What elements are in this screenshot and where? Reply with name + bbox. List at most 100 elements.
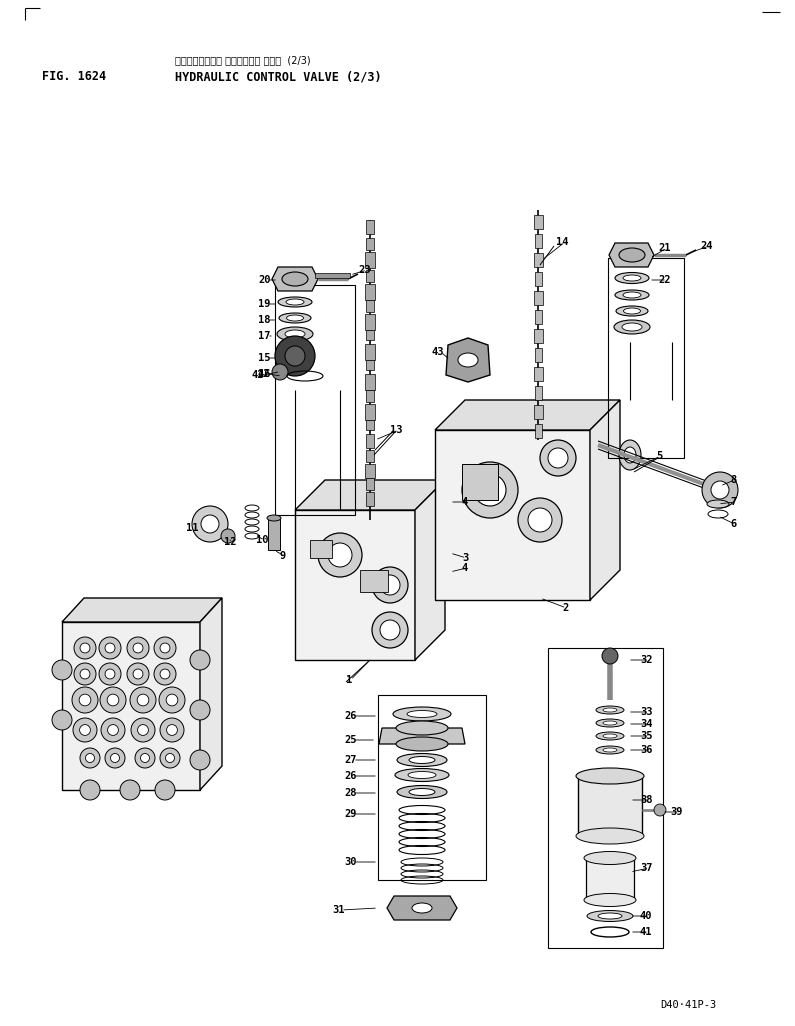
Text: 33: 33 [640, 707, 653, 717]
Text: 14: 14 [556, 237, 568, 247]
Bar [366, 420, 374, 430]
Circle shape [101, 718, 125, 742]
Polygon shape [295, 510, 415, 660]
Bar [275, 285, 355, 515]
Bar [365, 252, 375, 268]
Bar [534, 215, 543, 229]
Polygon shape [62, 598, 222, 622]
Bar [366, 492, 374, 506]
Circle shape [52, 660, 72, 680]
Circle shape [190, 700, 210, 720]
Text: 26: 26 [344, 771, 356, 781]
Bar [548, 648, 663, 948]
Bar [365, 344, 375, 360]
Polygon shape [446, 338, 490, 382]
Bar [366, 238, 374, 250]
Circle shape [154, 637, 176, 659]
Ellipse shape [619, 248, 645, 262]
Circle shape [127, 637, 149, 659]
Text: 30: 30 [344, 857, 356, 867]
Text: 24: 24 [700, 241, 712, 251]
Text: 27: 27 [344, 755, 356, 765]
Ellipse shape [584, 894, 636, 907]
Circle shape [72, 687, 98, 713]
Circle shape [462, 462, 518, 518]
Ellipse shape [623, 308, 641, 314]
Circle shape [166, 695, 178, 706]
Text: 10: 10 [256, 535, 269, 545]
Bar [315, 273, 350, 278]
Bar [578, 776, 642, 836]
Circle shape [328, 543, 352, 567]
Polygon shape [609, 243, 654, 267]
Ellipse shape [576, 828, 644, 844]
Circle shape [135, 748, 155, 768]
Text: 11: 11 [186, 523, 199, 532]
Circle shape [99, 663, 121, 685]
Circle shape [372, 567, 408, 603]
Polygon shape [272, 267, 318, 291]
Text: 17: 17 [258, 331, 270, 341]
Text: ハイト・ロリック コントロール バルブ  (2/3): ハイト・ロリック コントロール バルブ (2/3) [175, 55, 311, 65]
Circle shape [474, 474, 506, 506]
Text: 35: 35 [640, 731, 653, 741]
Circle shape [141, 753, 149, 762]
Circle shape [86, 753, 95, 762]
Circle shape [74, 663, 96, 685]
Circle shape [80, 669, 90, 679]
Text: 36: 36 [640, 745, 653, 755]
Circle shape [105, 669, 115, 679]
Ellipse shape [624, 447, 636, 463]
Polygon shape [415, 480, 445, 660]
Bar [534, 367, 543, 381]
Bar [535, 234, 542, 248]
Bar [365, 374, 375, 390]
Ellipse shape [598, 913, 622, 919]
Text: D40·41P-3: D40·41P-3 [660, 1000, 716, 1010]
Text: 6: 6 [730, 519, 736, 529]
Bar [366, 360, 374, 370]
Ellipse shape [282, 272, 308, 286]
Circle shape [190, 750, 210, 770]
Text: 5: 5 [656, 451, 662, 461]
Bar [586, 858, 634, 900]
Circle shape [221, 529, 235, 543]
Circle shape [133, 643, 143, 653]
Circle shape [159, 687, 185, 713]
Bar [535, 310, 542, 324]
Ellipse shape [623, 292, 641, 298]
Circle shape [99, 637, 121, 659]
Circle shape [192, 506, 228, 542]
Ellipse shape [408, 772, 436, 779]
Bar [268, 518, 280, 550]
Text: 3: 3 [462, 553, 468, 563]
Ellipse shape [615, 273, 649, 283]
Ellipse shape [279, 313, 311, 323]
Ellipse shape [286, 299, 304, 305]
Circle shape [201, 515, 219, 532]
Bar [535, 348, 542, 362]
Circle shape [167, 724, 177, 736]
Circle shape [285, 346, 305, 366]
Bar [366, 300, 374, 312]
Text: 19: 19 [258, 299, 270, 309]
Ellipse shape [603, 708, 617, 712]
Bar [534, 329, 543, 343]
Ellipse shape [409, 756, 435, 763]
Ellipse shape [623, 275, 641, 281]
Ellipse shape [614, 320, 650, 334]
Ellipse shape [603, 721, 617, 725]
Bar [534, 291, 543, 305]
Text: 43: 43 [432, 347, 444, 357]
Text: 42: 42 [252, 370, 265, 380]
Ellipse shape [412, 903, 432, 913]
Ellipse shape [267, 515, 281, 521]
Bar [366, 478, 374, 490]
Ellipse shape [407, 710, 437, 717]
Bar [365, 284, 375, 300]
Circle shape [711, 481, 729, 499]
Circle shape [80, 643, 90, 653]
Ellipse shape [596, 746, 624, 754]
Bar [360, 570, 388, 592]
Bar [462, 464, 498, 500]
